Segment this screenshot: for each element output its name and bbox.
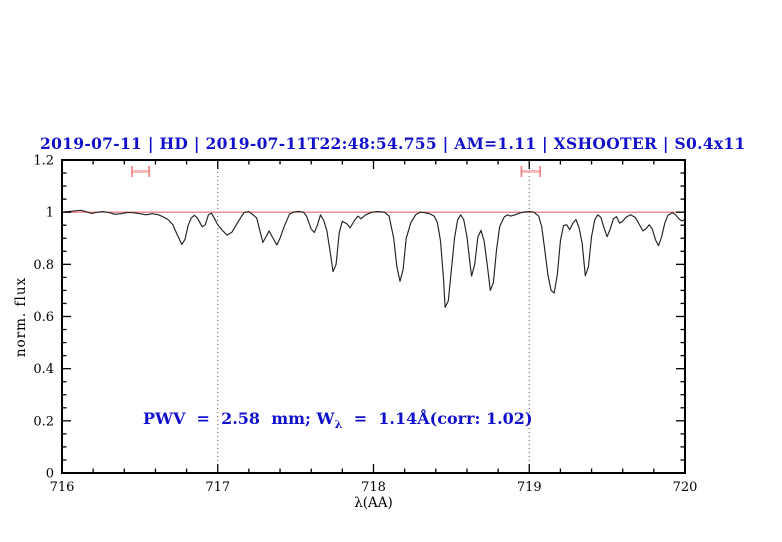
- y-tick-label: 0.4: [33, 362, 54, 377]
- y-axis-label: norm. flux: [13, 276, 29, 358]
- y-tick-label: 0: [46, 467, 54, 482]
- y-tick-label: 0.8: [33, 258, 54, 273]
- plot-title: 2019-07-11 | HD | 2019-07-11T22:48:54.75…: [40, 134, 746, 153]
- annotation-pre: PWV = 2.58 mm; W: [142, 408, 335, 428]
- annotation-sub-lambda: λ: [334, 416, 343, 431]
- x-tick-label: 717: [205, 480, 230, 495]
- y-tick-label: 1: [46, 206, 54, 221]
- x-tick-label: 719: [517, 480, 542, 495]
- x-tick-label: 720: [673, 480, 698, 495]
- pwv-annotation: PWV = 2.58 mm; Wλ = 1.14Å(corr: 1.02): [143, 409, 533, 431]
- x-axis-label: λ(AA): [354, 495, 393, 511]
- spectrum-line: [61, 209, 686, 308]
- y-tick-label: 0.2: [33, 414, 54, 429]
- y-tick-label: 0.6: [33, 310, 54, 325]
- x-tick-label: 716: [50, 480, 75, 495]
- annotation-post: = 1.14Å(corr: 1.02): [342, 408, 533, 428]
- y-tick-label: 1.2: [33, 154, 54, 169]
- x-tick-label: 718: [361, 480, 386, 495]
